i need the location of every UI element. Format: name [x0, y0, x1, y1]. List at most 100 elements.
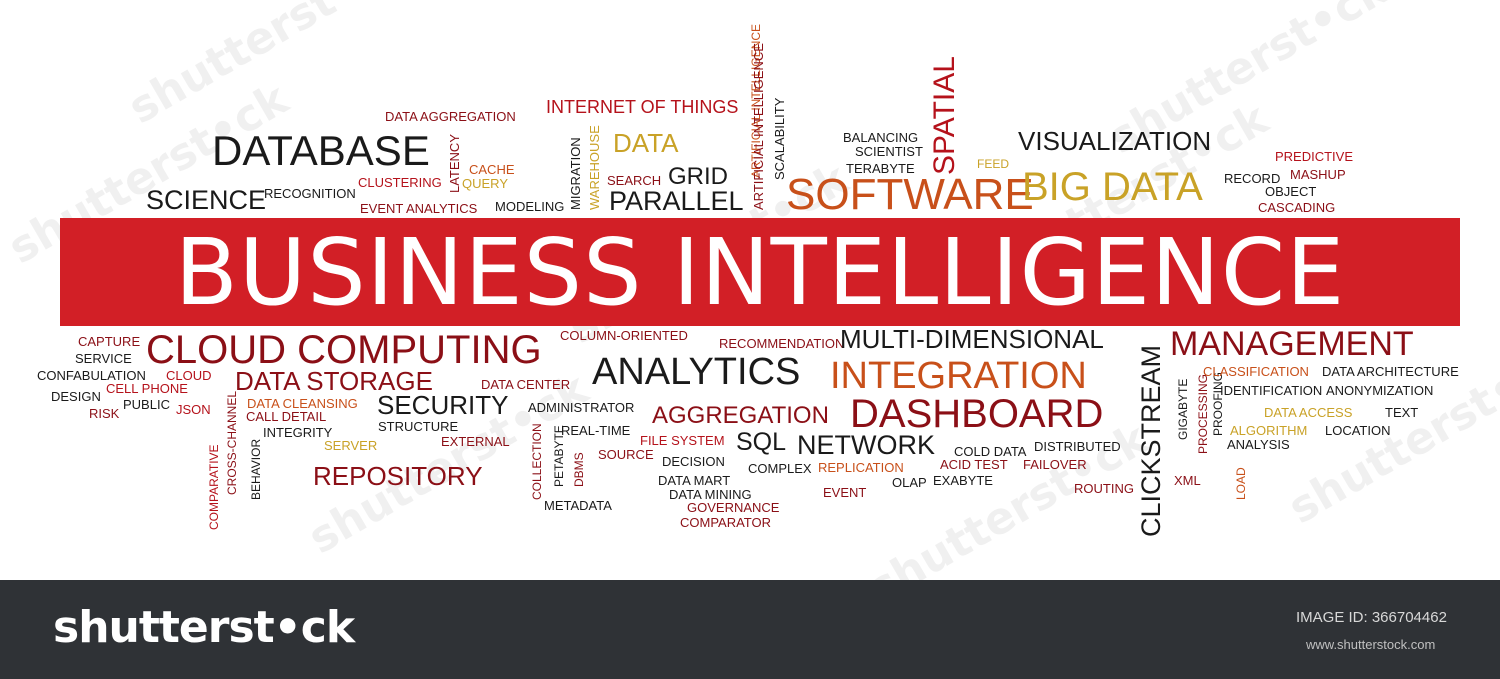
- word-server: SERVER: [324, 438, 378, 453]
- word-cross-channel: CROSS-CHANNEL: [225, 390, 239, 495]
- shutterstock-logo: shutterst•ck: [53, 602, 355, 653]
- word-object: OBJECT: [1265, 184, 1317, 199]
- word-cloud-computing: CLOUD COMPUTING: [146, 328, 542, 372]
- word-cold-data: COLD DATA: [954, 444, 1027, 459]
- word-grid: GRID: [668, 163, 728, 190]
- word-identification: IDENTIFICATION: [1220, 383, 1323, 398]
- word-clickstream: CLICKSTREAM: [1136, 344, 1166, 537]
- word-science: SCIENCE: [146, 185, 267, 215]
- word-latency: LATENCY: [447, 134, 462, 193]
- word-external: EXTERNAL: [441, 434, 510, 449]
- banner-title: BUSINESS INTELLIGENCE: [174, 218, 1346, 326]
- word-algorithm: ALGORITHM: [1230, 423, 1308, 438]
- word-warehouse: WAREHOUSE: [587, 125, 602, 210]
- word-software: SOFTWARE: [786, 170, 1034, 219]
- word-data-aggregation: DATA AGGREGATION: [385, 109, 516, 124]
- word-data: DATA: [613, 128, 679, 158]
- word-spatial: SPATIAL: [928, 56, 961, 175]
- title-banner: BUSINESS INTELLIGENCE: [60, 218, 1460, 326]
- word-predictive: PREDICTIVE: [1275, 149, 1354, 164]
- word-decision: DECISION: [662, 454, 725, 469]
- word-integration: INTEGRATION: [830, 355, 1087, 397]
- word-repository: REPOSITORY: [313, 461, 483, 491]
- word-migration: MIGRATION: [568, 137, 583, 210]
- word-sql: SQL: [736, 428, 787, 456]
- word-replication: REPLICATION: [818, 460, 904, 475]
- word-data-mining: DATA MINING: [669, 487, 752, 502]
- word-internet-of-things: INTERNET OF THINGS: [546, 97, 739, 117]
- word-analysis: ANALYSIS: [1227, 437, 1290, 452]
- word-routing: ROUTING: [1074, 481, 1134, 496]
- word-real-time: REAL-TIME: [561, 423, 631, 438]
- word-distributed: DISTRIBUTED: [1034, 439, 1121, 454]
- word-recognition: RECOGNITION: [264, 186, 356, 201]
- word-event-analytics: EVENT ANALYTICS: [360, 201, 478, 216]
- word-multi-dimensional: MULTI-DIMENSIONAL: [840, 324, 1104, 354]
- word-search: SEARCH: [607, 173, 662, 188]
- word-metadata: METADATA: [544, 498, 612, 513]
- word-analytics: ANALYTICS: [592, 351, 801, 393]
- word-comparative: COMPARATIVE: [207, 444, 221, 530]
- word-risk: RISK: [89, 406, 120, 421]
- word-cell-phone: CELL PHONE: [106, 381, 188, 396]
- word-cache: CACHE: [469, 162, 515, 177]
- word-data-mart: DATA MART: [658, 473, 731, 488]
- word-gigabyte: GIGABYTE: [1176, 378, 1190, 440]
- word-administrator: ADMINISTRATOR: [528, 400, 635, 415]
- word-anonymization: ANONYMIZATION: [1326, 383, 1434, 398]
- word-column-oriented: COLUMN-ORIENTED: [560, 328, 688, 343]
- word-record: RECORD: [1224, 171, 1281, 186]
- word-scientist: SCIENTIST: [855, 144, 923, 159]
- word-public: PUBLIC: [123, 397, 170, 412]
- word-management: MANAGEMENT: [1170, 325, 1414, 363]
- word-dashboard: DASHBOARD: [850, 392, 1104, 436]
- word-scalability: SCALABILITY: [772, 97, 787, 180]
- word-design: DESIGN: [51, 389, 101, 404]
- word-mashup: MASHUP: [1290, 167, 1346, 182]
- word-artificial-intelligence: ARTIFICIAL INTELLIGENCE: [751, 43, 766, 210]
- word-data-cleansing: DATA CLEANSING: [247, 396, 358, 411]
- word-failover: FAILOVER: [1023, 457, 1087, 472]
- word-xml: XML: [1174, 473, 1201, 488]
- word-location: LOCATION: [1325, 423, 1391, 438]
- word-integrity: INTEGRITY: [263, 425, 333, 440]
- word-service: SERVICE: [75, 351, 132, 366]
- word-clustering: CLUSTERING: [358, 175, 442, 190]
- word-collection: COLLECTION: [530, 423, 544, 500]
- word-cascading: CASCADING: [1258, 200, 1336, 215]
- image-id: IMAGE ID: 366704462: [1296, 609, 1447, 626]
- word-call-detail: CALL DETAIL: [246, 409, 327, 424]
- word-feed: FEED: [977, 157, 1010, 171]
- word-confabulation: CONFABULATION: [37, 368, 146, 383]
- word-database: DATABASE: [212, 127, 430, 174]
- word-file-system: FILE SYSTEM: [640, 433, 725, 448]
- word-data-architecture: DATA ARCHITECTURE: [1322, 364, 1459, 379]
- word-olap: OLAP: [892, 475, 927, 490]
- word-security: SECURITY: [377, 390, 509, 420]
- word-data-storage: DATA STORAGE: [235, 366, 433, 396]
- word-dbms: DBMS: [572, 452, 586, 487]
- word-data-access: DATA ACCESS: [1264, 405, 1353, 420]
- word-cloud: CLOUD: [166, 368, 212, 383]
- word-text: TEXT: [1385, 405, 1419, 420]
- word-visualization: VISUALIZATION: [1018, 126, 1212, 156]
- word-load: LOAD: [1234, 467, 1248, 500]
- word-complex: COMPLEX: [748, 461, 812, 476]
- word-comparator: COMPARATOR: [680, 515, 772, 530]
- word-acid-test: ACID TEST: [940, 457, 1008, 472]
- word-behavior: BEHAVIOR: [249, 438, 263, 500]
- word-proofing: PROOFING: [1211, 371, 1225, 436]
- word-json: JSON: [176, 402, 211, 417]
- word-classification: CLASSIFICATION: [1203, 364, 1309, 379]
- word-recommendation: RECOMMENDATION: [719, 336, 845, 351]
- word-balancing: BALANCING: [843, 130, 919, 145]
- word-processing: PROCESSING: [1196, 373, 1210, 454]
- word-parallel: PARALLEL: [609, 186, 744, 216]
- site-url: www.shutterstock.com: [1306, 637, 1436, 652]
- word-big-data: BIG DATA: [1022, 165, 1203, 209]
- word-aggregation: AGGREGATION: [652, 402, 829, 429]
- word-terabyte: TERABYTE: [846, 161, 915, 176]
- word-capture: CAPTURE: [78, 334, 141, 349]
- word-modeling: MODELING: [495, 199, 565, 214]
- word-structure: STRUCTURE: [378, 419, 459, 434]
